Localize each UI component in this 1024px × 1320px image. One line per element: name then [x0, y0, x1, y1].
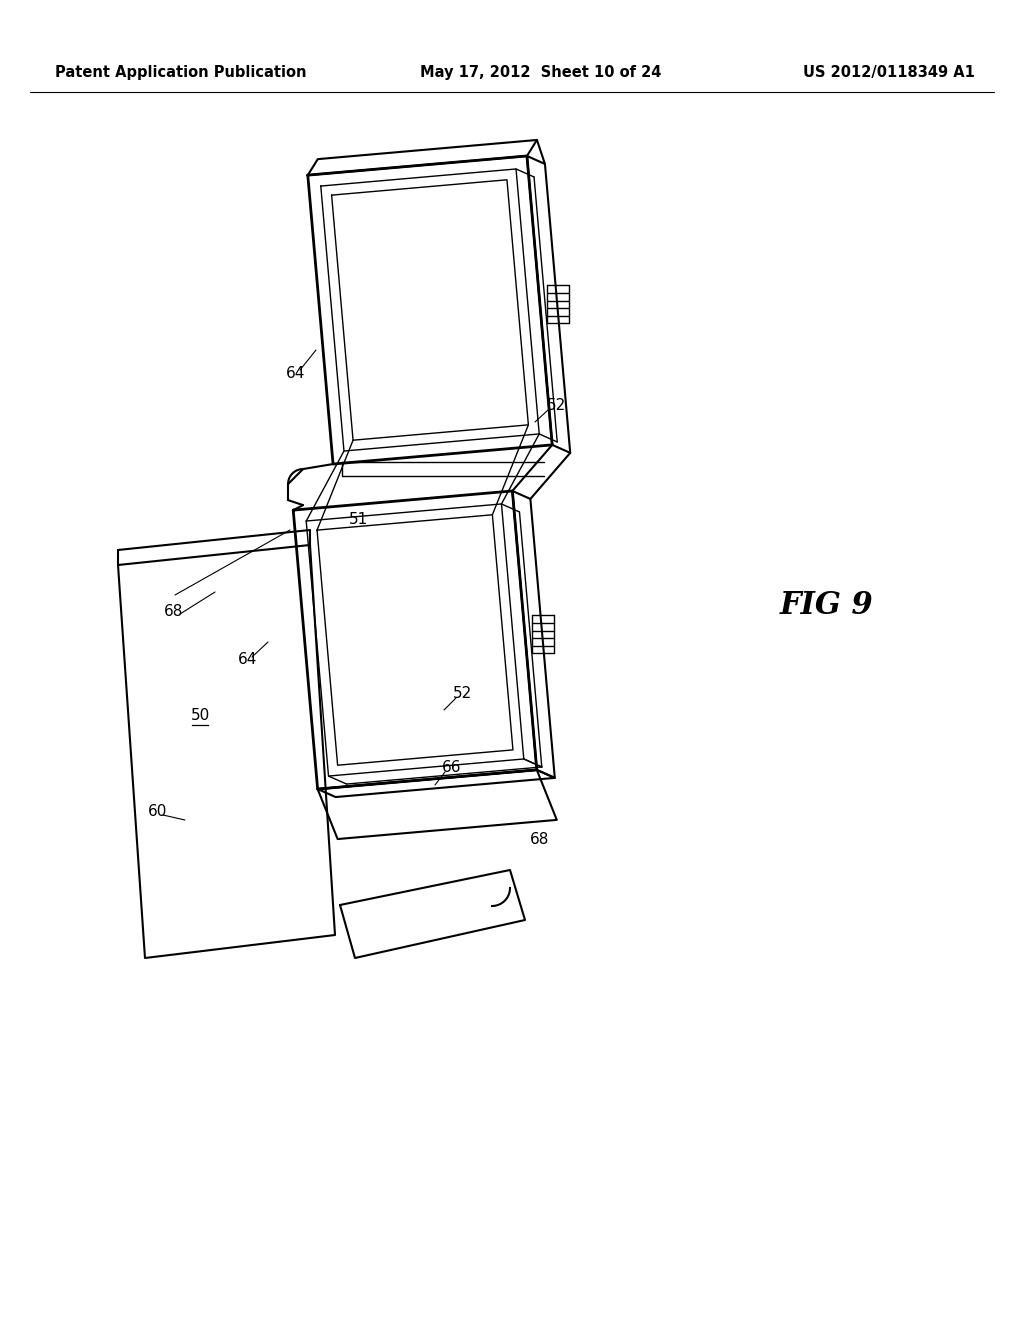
Text: 52: 52 [547, 399, 565, 413]
Text: Patent Application Publication: Patent Application Publication [55, 65, 306, 79]
Text: 64: 64 [239, 652, 258, 668]
Text: May 17, 2012  Sheet 10 of 24: May 17, 2012 Sheet 10 of 24 [420, 65, 662, 79]
Text: 66: 66 [442, 760, 462, 776]
Text: 68: 68 [530, 833, 550, 847]
Text: US 2012/0118349 A1: US 2012/0118349 A1 [803, 65, 975, 79]
Text: 64: 64 [287, 367, 306, 381]
Text: 68: 68 [164, 605, 183, 619]
Text: 50: 50 [190, 708, 210, 722]
Text: 52: 52 [453, 686, 472, 701]
Text: 51: 51 [348, 511, 368, 527]
Text: 60: 60 [148, 804, 168, 820]
Text: FIG 9: FIG 9 [780, 590, 873, 620]
